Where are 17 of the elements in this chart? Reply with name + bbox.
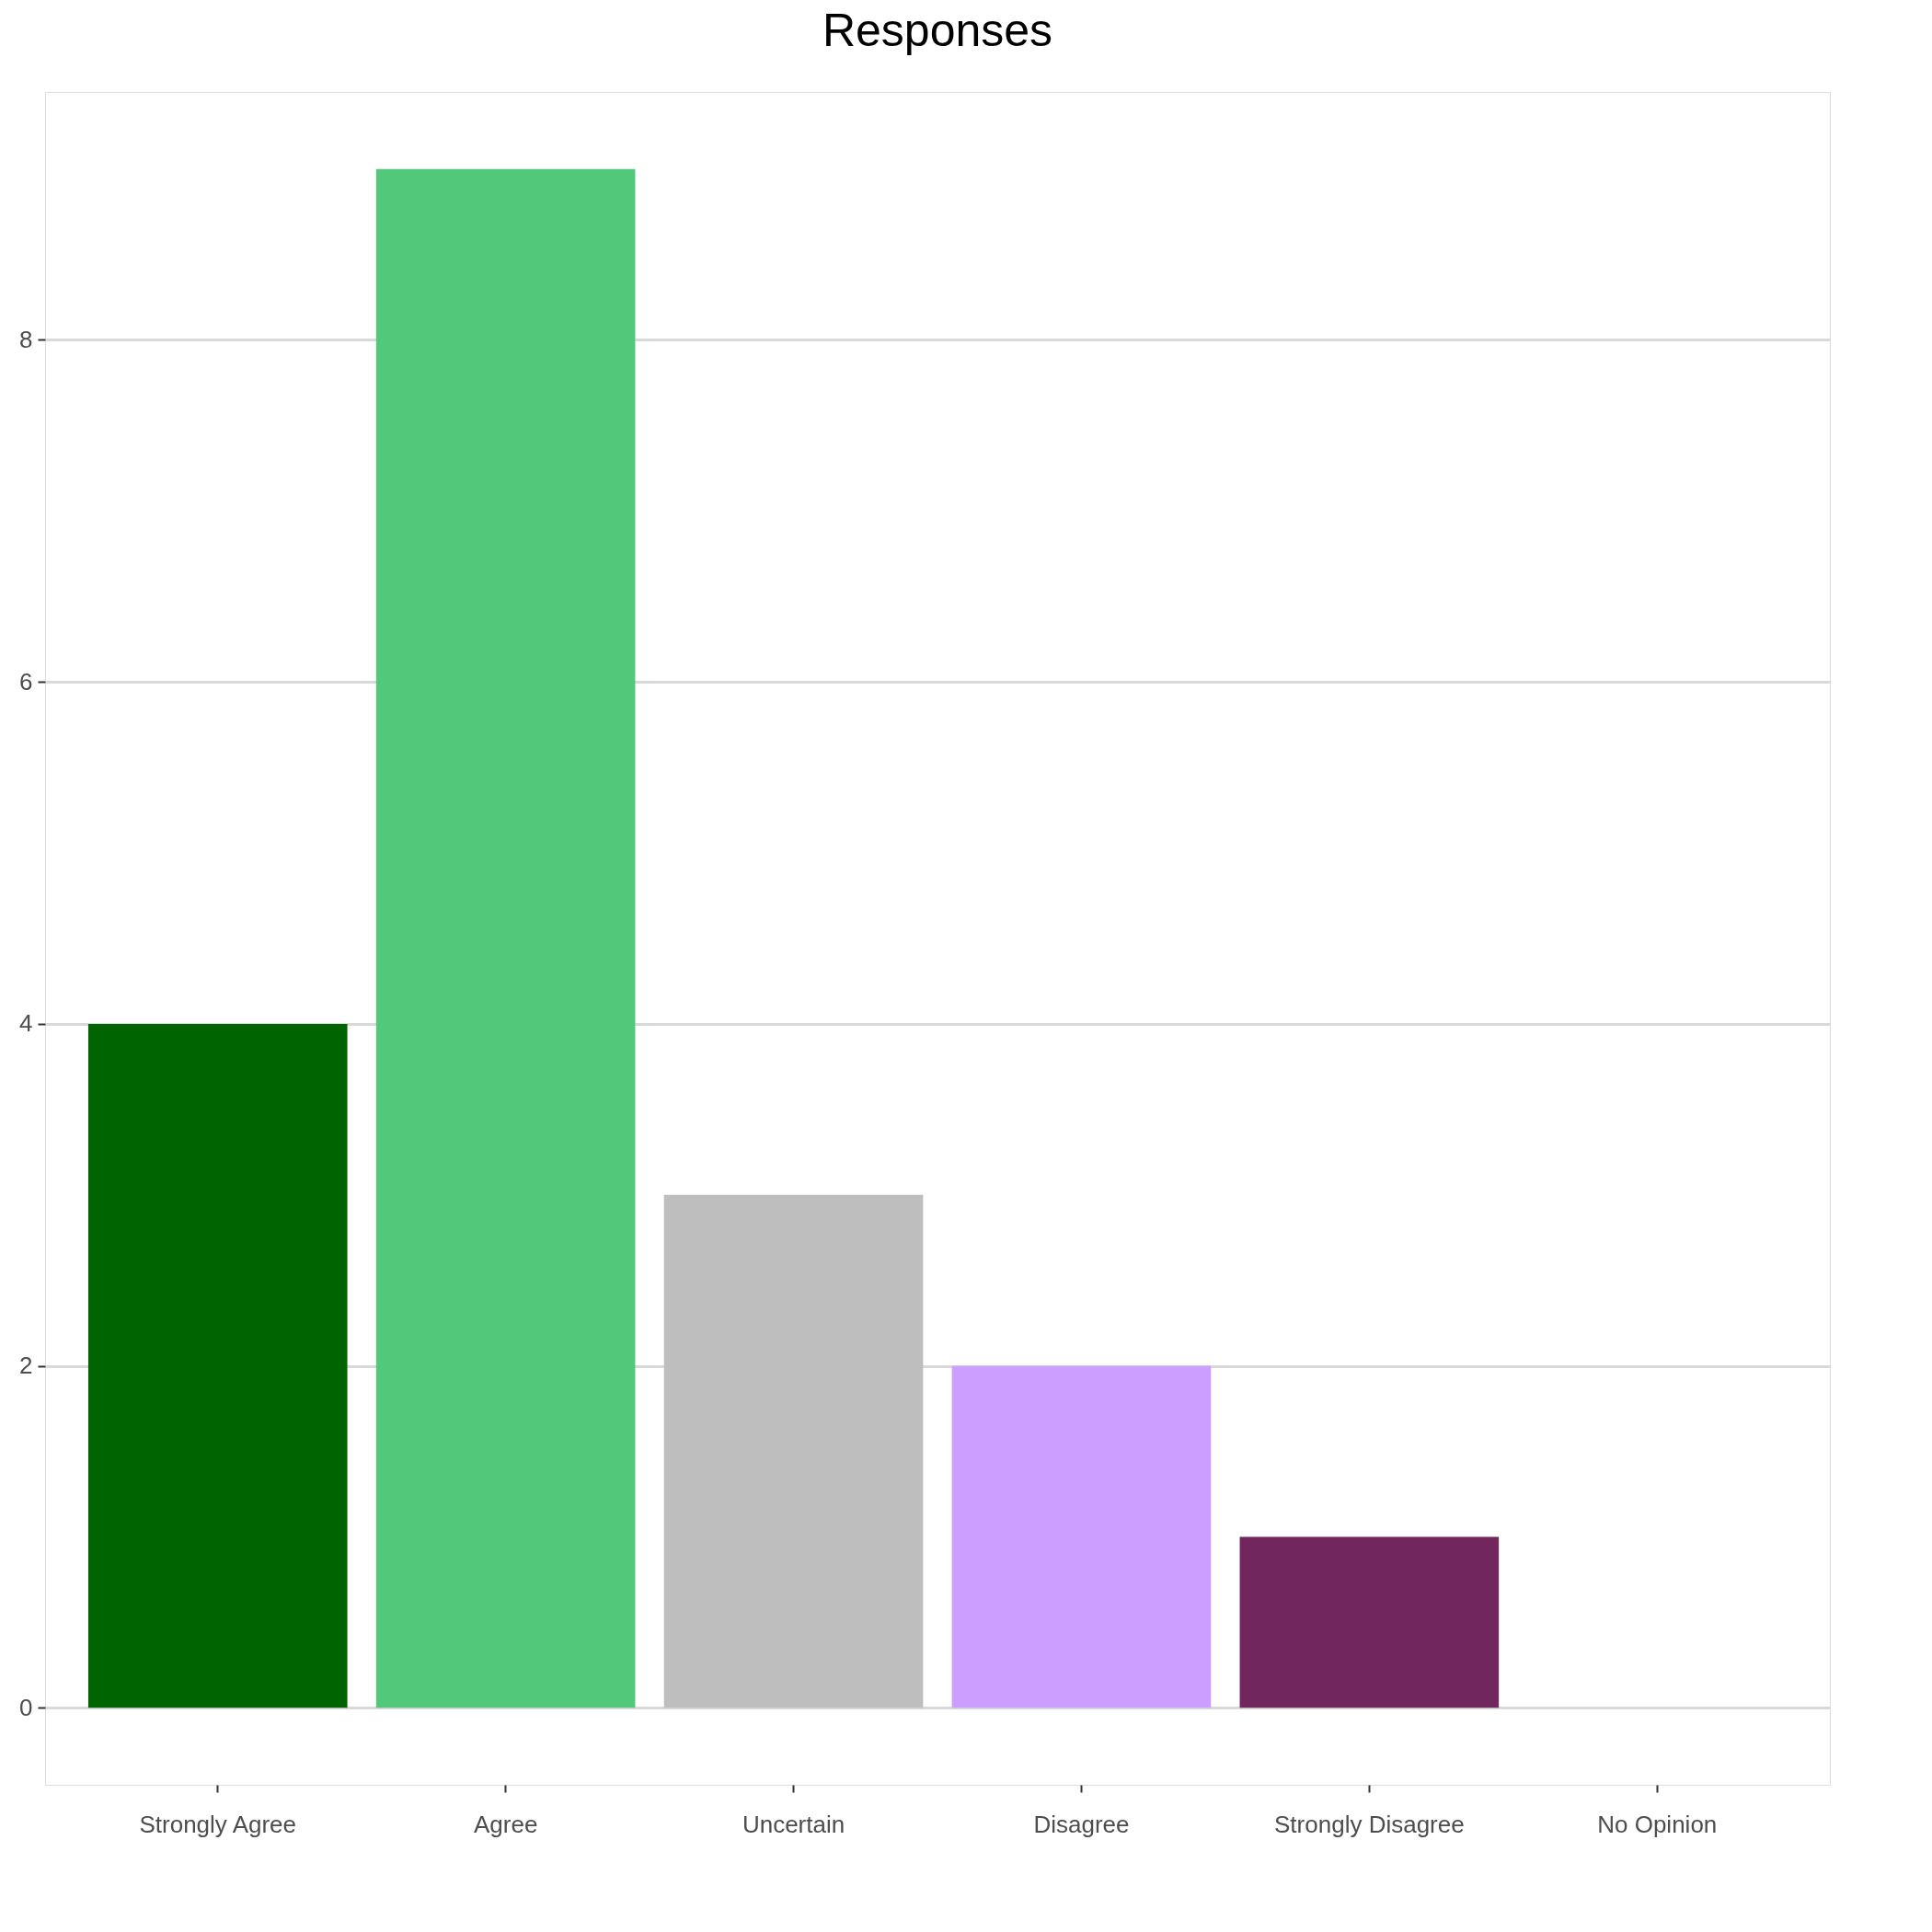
x-tick-label: Strongly Disagree — [1274, 1810, 1465, 1838]
y-tick-label: 6 — [19, 667, 33, 696]
x-tick-label: Agree — [473, 1810, 538, 1838]
bar — [375, 168, 636, 1708]
y-tick-label: 4 — [19, 1009, 33, 1038]
bar — [1239, 1536, 1500, 1708]
chart-title: Responses — [822, 5, 1053, 56]
bar — [951, 1365, 1212, 1708]
bar — [87, 1023, 348, 1708]
x-tick-label: No Opinion — [1597, 1810, 1718, 1838]
y-tick-label: 8 — [19, 325, 33, 353]
y-tick-label: 2 — [19, 1351, 33, 1380]
x-tick-label: Strongly Agree — [139, 1810, 297, 1838]
x-tick-label: Disagree — [1033, 1810, 1130, 1838]
bar — [663, 1194, 924, 1708]
x-tick-label: Uncertain — [742, 1810, 845, 1838]
y-tick-label: 0 — [19, 1693, 33, 1721]
